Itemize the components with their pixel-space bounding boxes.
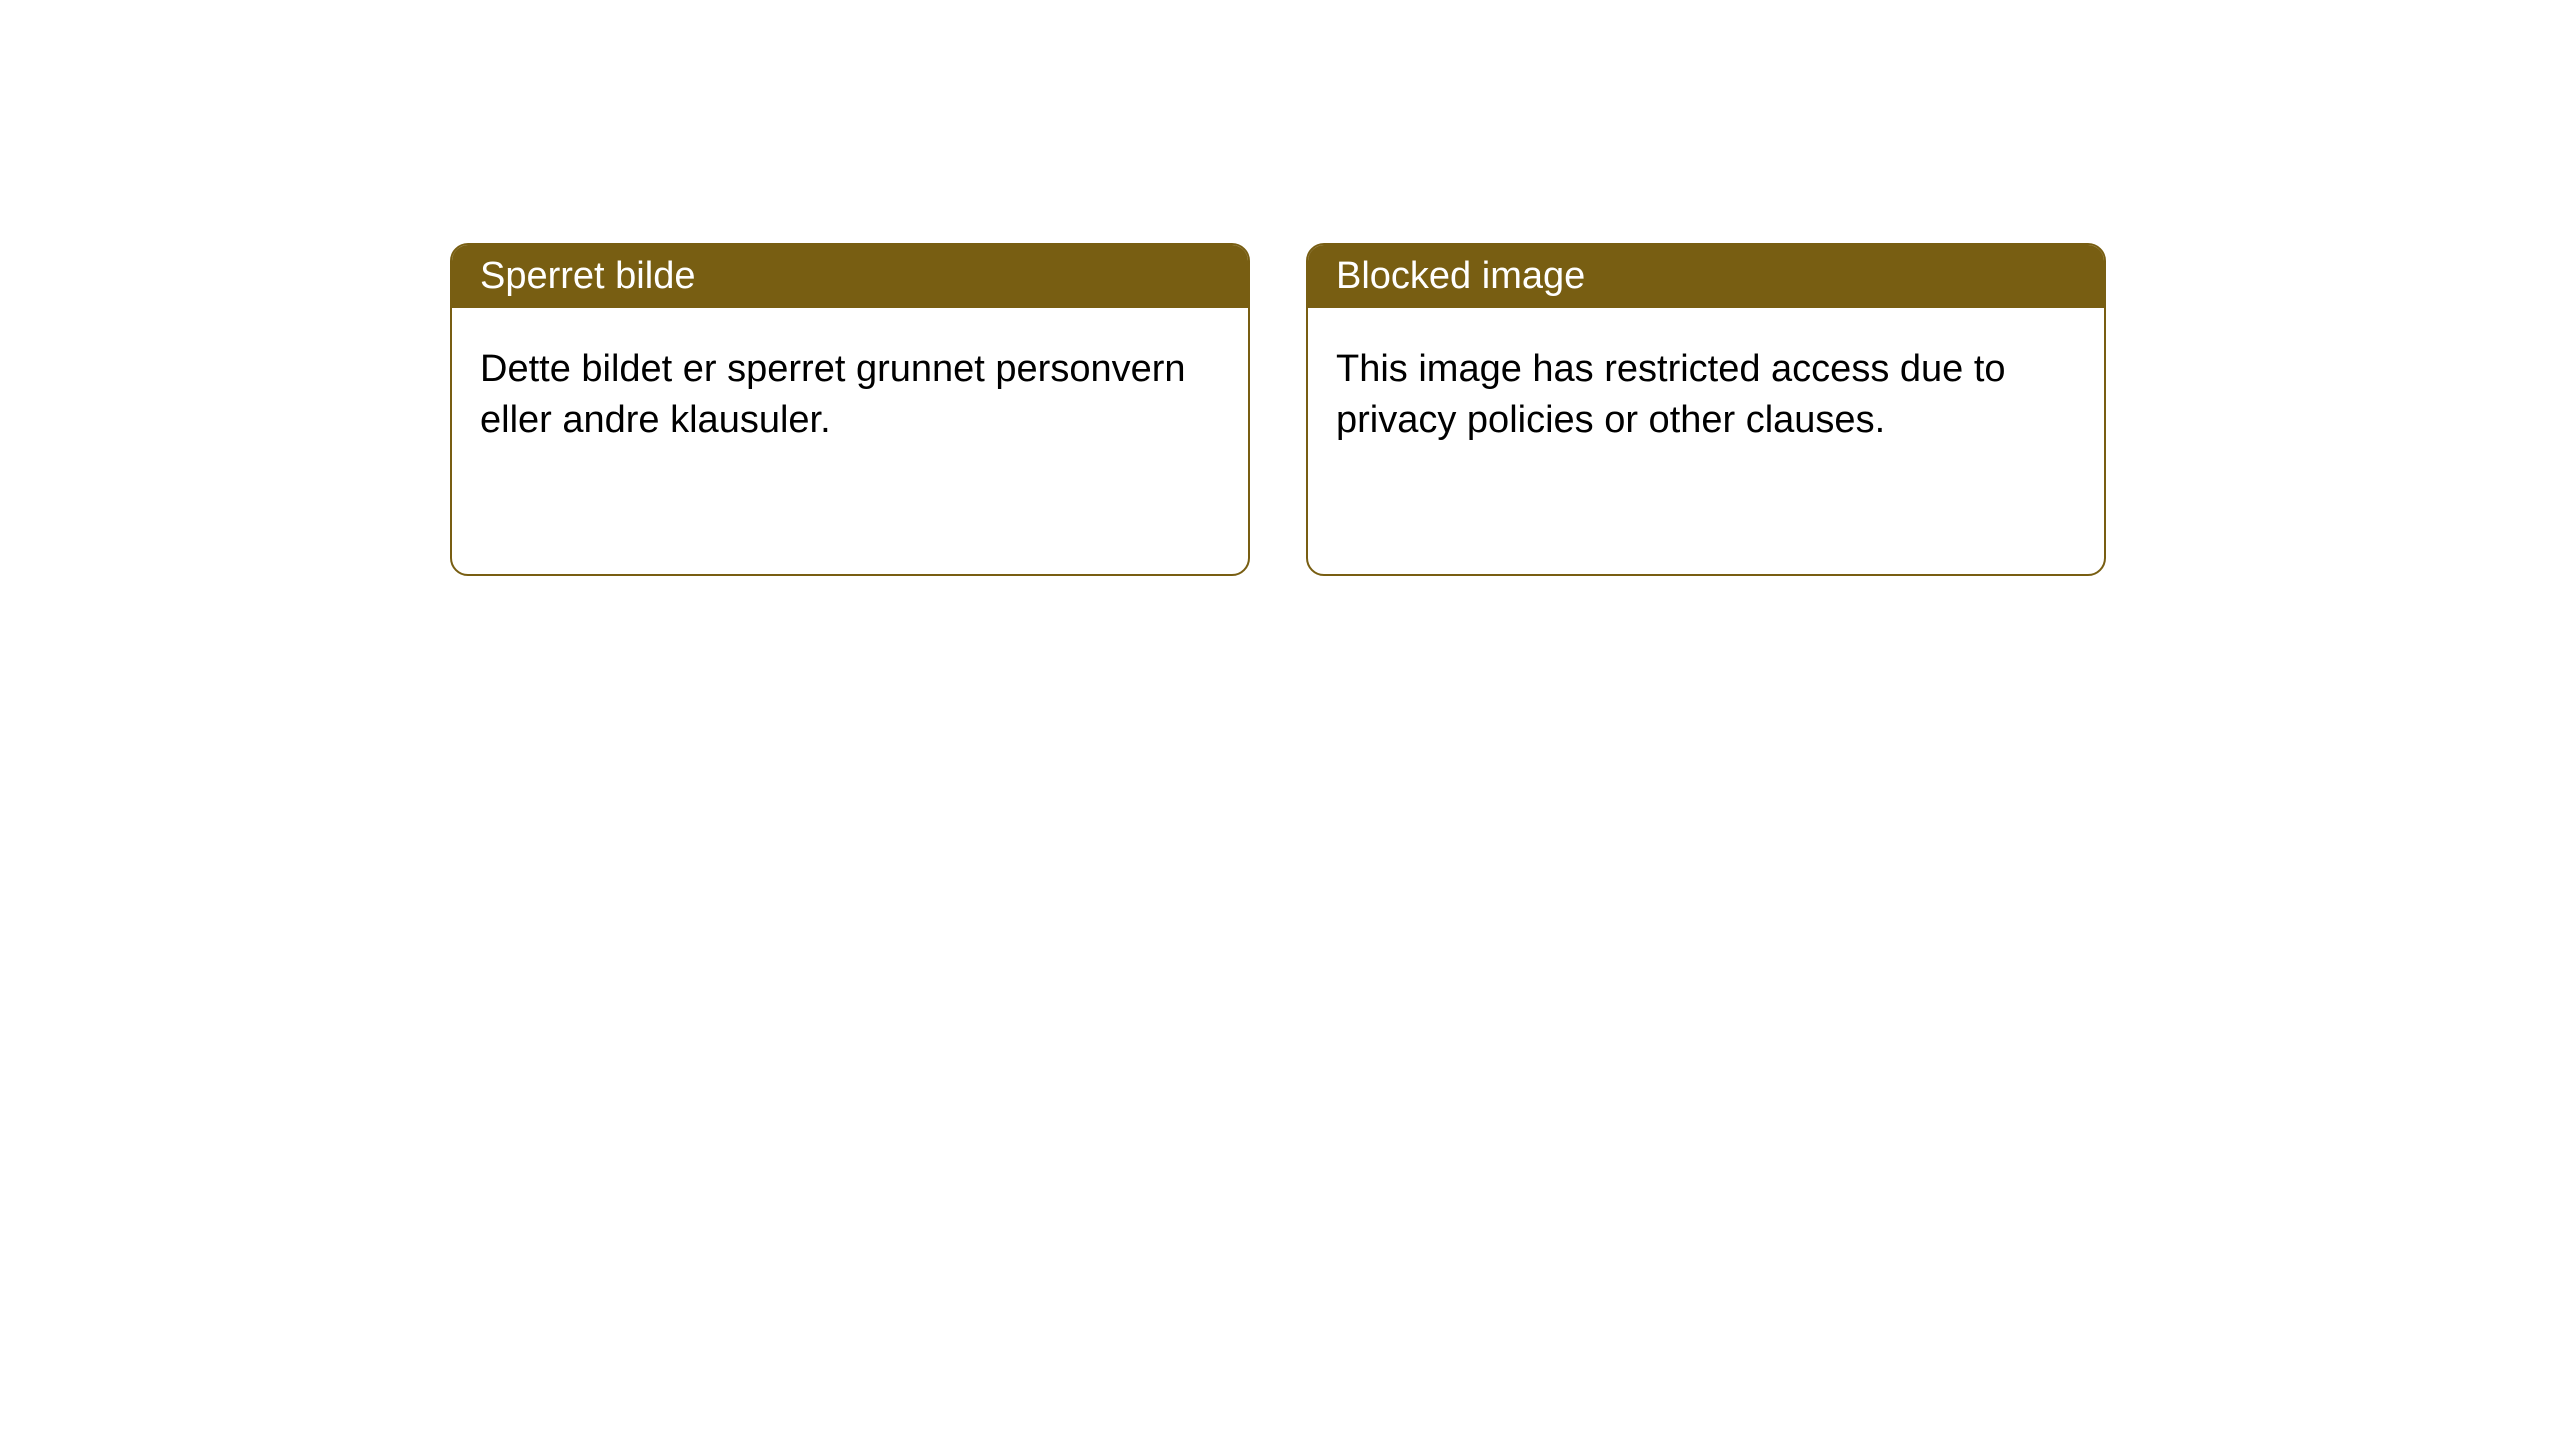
notice-title-english: Blocked image [1308,245,2104,308]
notice-body-english: This image has restricted access due to … [1308,308,2104,483]
notice-box-norwegian: Sperret bilde Dette bildet er sperret gr… [450,243,1250,576]
notice-title-norwegian: Sperret bilde [452,245,1248,308]
notice-box-english: Blocked image This image has restricted … [1306,243,2106,576]
notices-container: Sperret bilde Dette bildet er sperret gr… [0,0,2560,576]
notice-body-norwegian: Dette bildet er sperret grunnet personve… [452,308,1248,483]
